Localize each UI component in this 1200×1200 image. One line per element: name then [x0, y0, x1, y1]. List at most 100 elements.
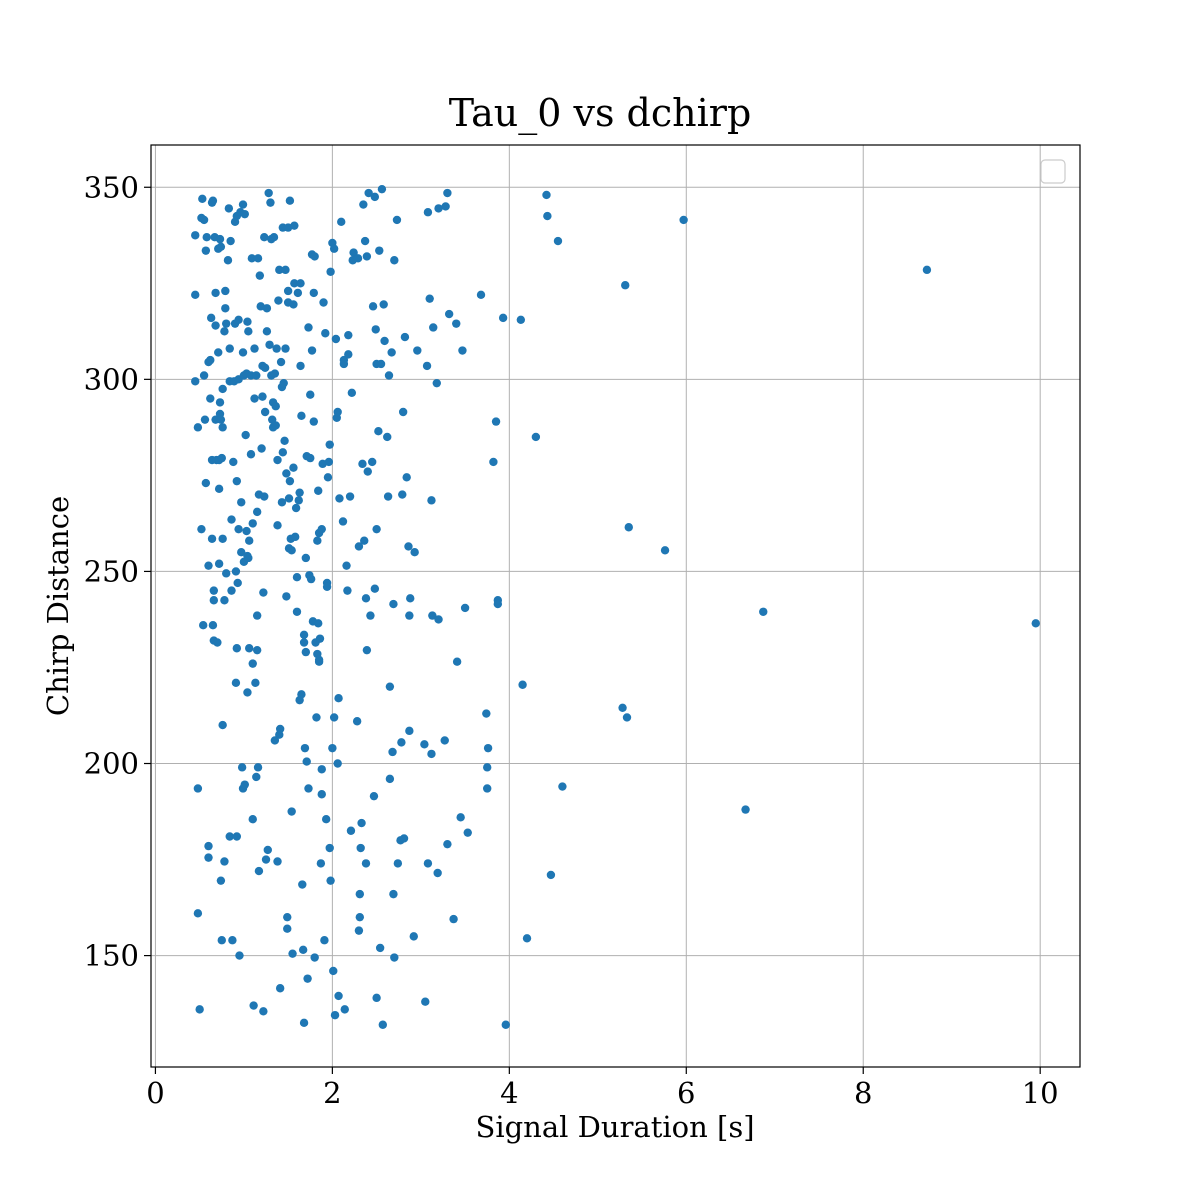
data-point — [220, 857, 229, 866]
data-point — [288, 949, 297, 958]
data-point — [324, 457, 334, 467]
data-point — [498, 313, 508, 323]
data-point — [283, 286, 293, 296]
data-point — [218, 534, 227, 543]
data-point — [217, 453, 226, 463]
data-point — [319, 298, 328, 307]
data-point — [621, 281, 630, 290]
data-point — [208, 621, 218, 630]
data-point — [323, 473, 333, 482]
data-point — [398, 407, 408, 417]
data-point — [339, 359, 349, 369]
data-point — [258, 392, 267, 401]
data-point — [259, 1007, 268, 1016]
data-point — [226, 236, 235, 246]
data-point — [325, 843, 334, 853]
data-point — [211, 288, 220, 298]
data-point — [225, 344, 234, 353]
data-point — [372, 993, 381, 1003]
data-point — [452, 657, 462, 666]
data-point — [922, 265, 932, 275]
data-point — [326, 267, 335, 276]
y-tick-label: 250 — [84, 554, 139, 588]
data-point — [270, 736, 280, 745]
data-point — [315, 634, 325, 643]
data-point — [282, 592, 291, 601]
data-point — [240, 780, 249, 789]
data-point — [193, 423, 203, 432]
data-point — [250, 394, 259, 403]
data-point — [266, 198, 275, 207]
data-point — [357, 818, 366, 828]
data-point — [273, 455, 282, 465]
data-point — [214, 484, 224, 494]
data-point — [369, 791, 379, 801]
data-point — [316, 859, 326, 868]
data-point — [199, 621, 208, 630]
data-point — [331, 334, 341, 344]
data-point — [313, 536, 322, 545]
data-point — [201, 246, 211, 255]
data-point — [342, 561, 351, 570]
data-point — [232, 476, 242, 486]
data-point — [387, 348, 396, 357]
data-point — [220, 596, 229, 605]
data-point — [423, 208, 433, 217]
data-point — [402, 473, 411, 482]
data-point — [400, 332, 410, 342]
data-point — [434, 615, 443, 624]
data-point — [202, 233, 211, 242]
data-point — [257, 444, 266, 453]
data-point — [325, 440, 334, 449]
data-point — [252, 371, 261, 380]
data-point — [220, 327, 229, 336]
data-point — [234, 524, 243, 534]
data-point — [622, 713, 632, 722]
data-point — [553, 236, 563, 246]
data-point — [238, 200, 248, 209]
data-point — [371, 325, 380, 334]
data-point — [660, 546, 670, 555]
data-point — [362, 252, 372, 261]
data-point — [285, 196, 295, 205]
data-point — [218, 384, 227, 394]
data-point — [227, 586, 236, 595]
data-point — [207, 534, 217, 543]
data-point — [309, 288, 318, 298]
data-point — [221, 304, 230, 313]
data-point — [333, 407, 342, 417]
data-point — [383, 492, 393, 501]
data-point — [428, 611, 437, 620]
data-point — [326, 876, 335, 885]
data-point — [216, 415, 226, 424]
data-point — [217, 936, 226, 945]
data-point — [358, 459, 367, 469]
data-point — [213, 638, 222, 647]
data-point — [390, 953, 399, 962]
data-point — [449, 914, 458, 924]
data-point — [248, 815, 257, 824]
data-point — [378, 1020, 388, 1029]
x-tick-label: 4 — [500, 1076, 518, 1110]
data-point — [234, 315, 243, 324]
data-point — [531, 432, 541, 442]
data-point — [405, 611, 414, 620]
data-point — [252, 507, 262, 517]
data-point — [238, 348, 248, 357]
data-point — [224, 204, 234, 213]
data-point — [366, 611, 375, 620]
data-point — [204, 853, 213, 862]
y-tick-label: 150 — [84, 939, 139, 973]
data-point — [260, 233, 269, 242]
data-point — [483, 743, 493, 753]
data-point — [283, 912, 292, 922]
data-point — [310, 252, 319, 261]
data-point — [294, 496, 303, 505]
data-point — [297, 690, 306, 699]
data-point — [456, 813, 465, 822]
data-point — [432, 378, 441, 388]
data-point — [383, 432, 392, 442]
data-point — [233, 578, 242, 588]
data-point — [344, 350, 353, 359]
